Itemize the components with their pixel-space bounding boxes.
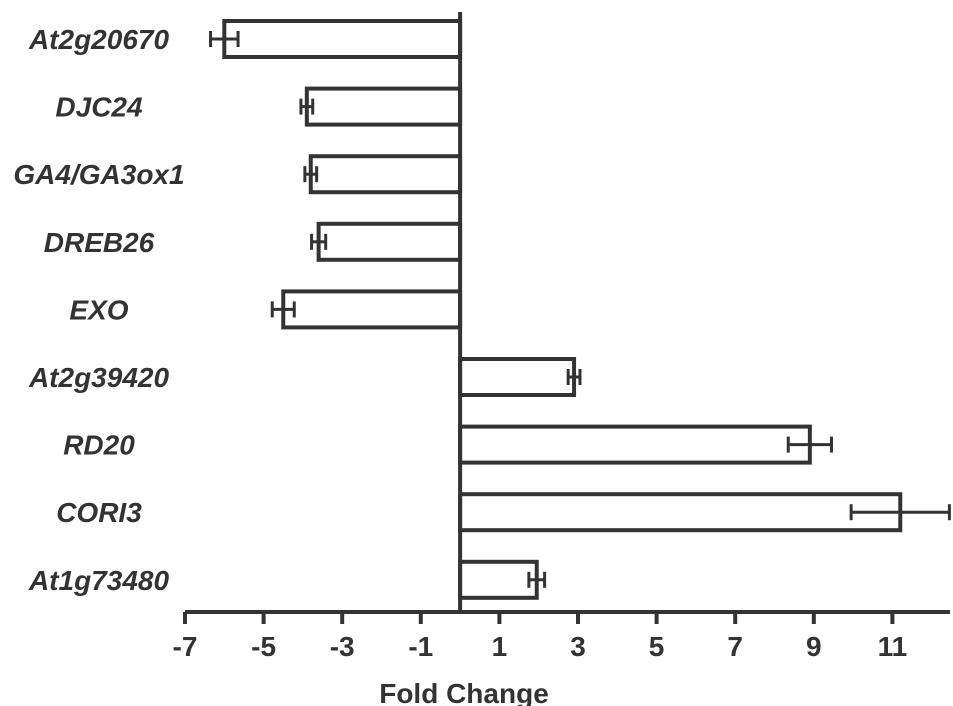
category-label-4: EXO: [69, 294, 128, 325]
category-label-0: At2g20670: [28, 24, 170, 55]
bar-8: [458, 559, 539, 600]
bar-7: [458, 492, 903, 533]
x-tick-label-7: 7: [727, 631, 743, 662]
bar-6: [458, 424, 812, 465]
x-axis-title: Fold Change: [379, 678, 549, 706]
x-tick-label-2: -3: [330, 631, 355, 662]
bar-1: [304, 86, 463, 127]
category-label-7: CORI3: [56, 497, 142, 528]
bar-3: [316, 221, 463, 262]
category-label-3: DREB26: [44, 227, 155, 258]
bar-5: [458, 357, 577, 397]
x-ticks-layer: -7 -5 -3 -1 1 3 5 7 9 11: [173, 612, 908, 662]
error-bars-layer: [209, 31, 951, 588]
bars-layer: [222, 19, 903, 600]
category-label-6: RD20: [63, 430, 135, 461]
x-tick-label-4: 1: [492, 631, 508, 662]
category-labels-layer: At2g20670 DJC24 GA4/GA3ox1 DREB26 EXO At2g394…: [13, 24, 184, 596]
category-label-1: DJC24: [55, 92, 143, 123]
x-tick-label-0: -7: [173, 631, 198, 662]
bar-0: [222, 19, 463, 59]
category-label-8: At1g73480: [28, 565, 170, 596]
x-tick-label-6: 5: [649, 631, 665, 662]
x-tick-label-9: 11: [878, 631, 908, 662]
category-label-2: GA4/GA3ox1: [13, 159, 184, 190]
x-tick-label-3: -1: [408, 631, 433, 662]
x-tick-label-5: 3: [570, 631, 586, 662]
category-label-5: At2g39420: [28, 362, 170, 393]
bar-2: [308, 154, 463, 195]
x-tick-label-1: -5: [251, 631, 276, 662]
x-tick-label-8: 9: [806, 631, 822, 662]
bar-4: [281, 289, 463, 330]
